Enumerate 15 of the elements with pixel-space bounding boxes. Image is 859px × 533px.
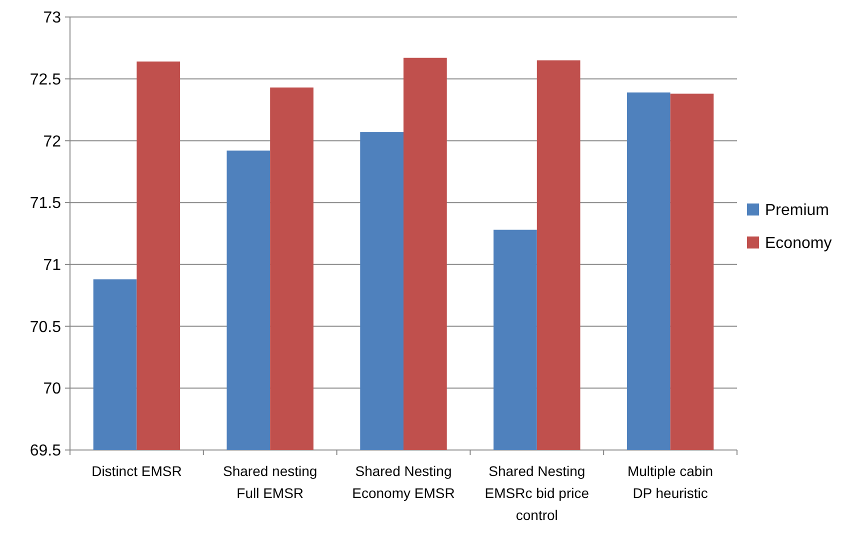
y-tick-label: 70.5: [30, 318, 62, 336]
y-tick-label: 72.5: [30, 71, 62, 88]
x-tick-label: Shared nesting Full EMSR: [223, 463, 318, 501]
y-tick-label: 71.5: [30, 195, 62, 212]
y-tick-label: 72: [43, 133, 62, 150]
x-tick-label: Shared Nesting EMSRc bid price control: [484, 463, 590, 523]
legend-label: Economy: [765, 235, 832, 252]
x-tick-label: Distinct EMSR: [92, 463, 182, 479]
legend-label: Premium: [765, 202, 830, 220]
x-tick-label: Shared Nesting Economy EMSR: [352, 463, 455, 501]
y-tick-label: 69.5: [30, 442, 62, 460]
x-tick-label: Multiple cabin DP heuristic: [627, 463, 714, 501]
y-tick-label: 73: [43, 10, 62, 27]
y-tick-label: 71: [43, 257, 62, 274]
y-tick-label: 70: [43, 380, 62, 398]
